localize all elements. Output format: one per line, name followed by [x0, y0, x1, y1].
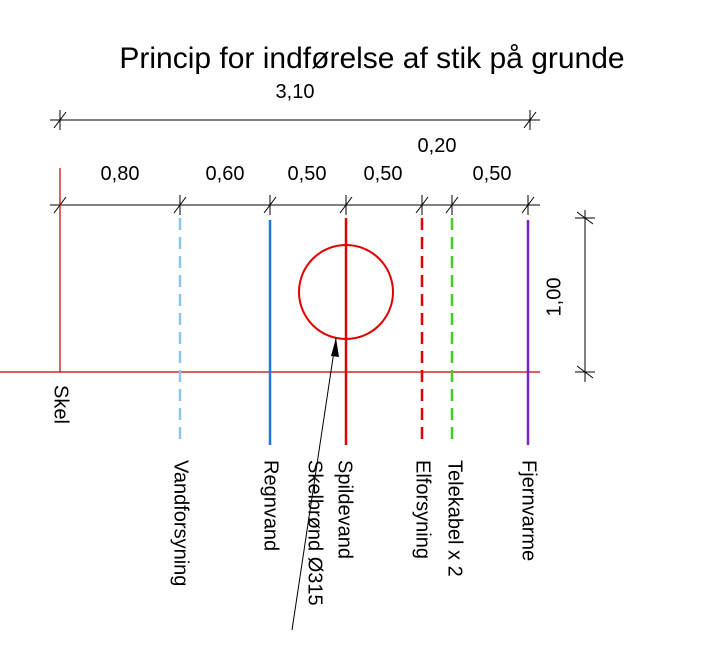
- dim-segment: 0,80: [101, 163, 140, 185]
- leader: [291, 337, 339, 631]
- dim-segment: 0,50: [364, 163, 403, 185]
- line-label: Skel: [50, 385, 72, 424]
- dim-segment: 0,50: [288, 163, 327, 185]
- dim-segment: 0,60: [206, 163, 245, 185]
- well: [298, 244, 394, 340]
- line-label: Vandforsyning: [170, 460, 192, 586]
- dim-total: 3,10: [276, 81, 315, 103]
- title: Princip for indførelse af stik på grunde: [119, 42, 624, 75]
- line-label: Elforsyning: [412, 460, 434, 559]
- dim-segment: 0,50: [473, 163, 512, 185]
- line-label: Fjernvarme: [518, 460, 540, 561]
- well-label: Skelbrønd Ø315: [304, 460, 326, 606]
- dim-depth: 1,00: [543, 278, 565, 317]
- dim-line-segments: [50, 195, 540, 215]
- line-label: Regnvand: [260, 460, 282, 551]
- dim-line-depth: [575, 210, 595, 382]
- dim-segment: 0,20: [418, 135, 457, 157]
- dim-line-total: [50, 110, 540, 130]
- line-label: Telekabel x 2: [444, 460, 466, 577]
- line-label: Spildevand: [334, 460, 356, 559]
